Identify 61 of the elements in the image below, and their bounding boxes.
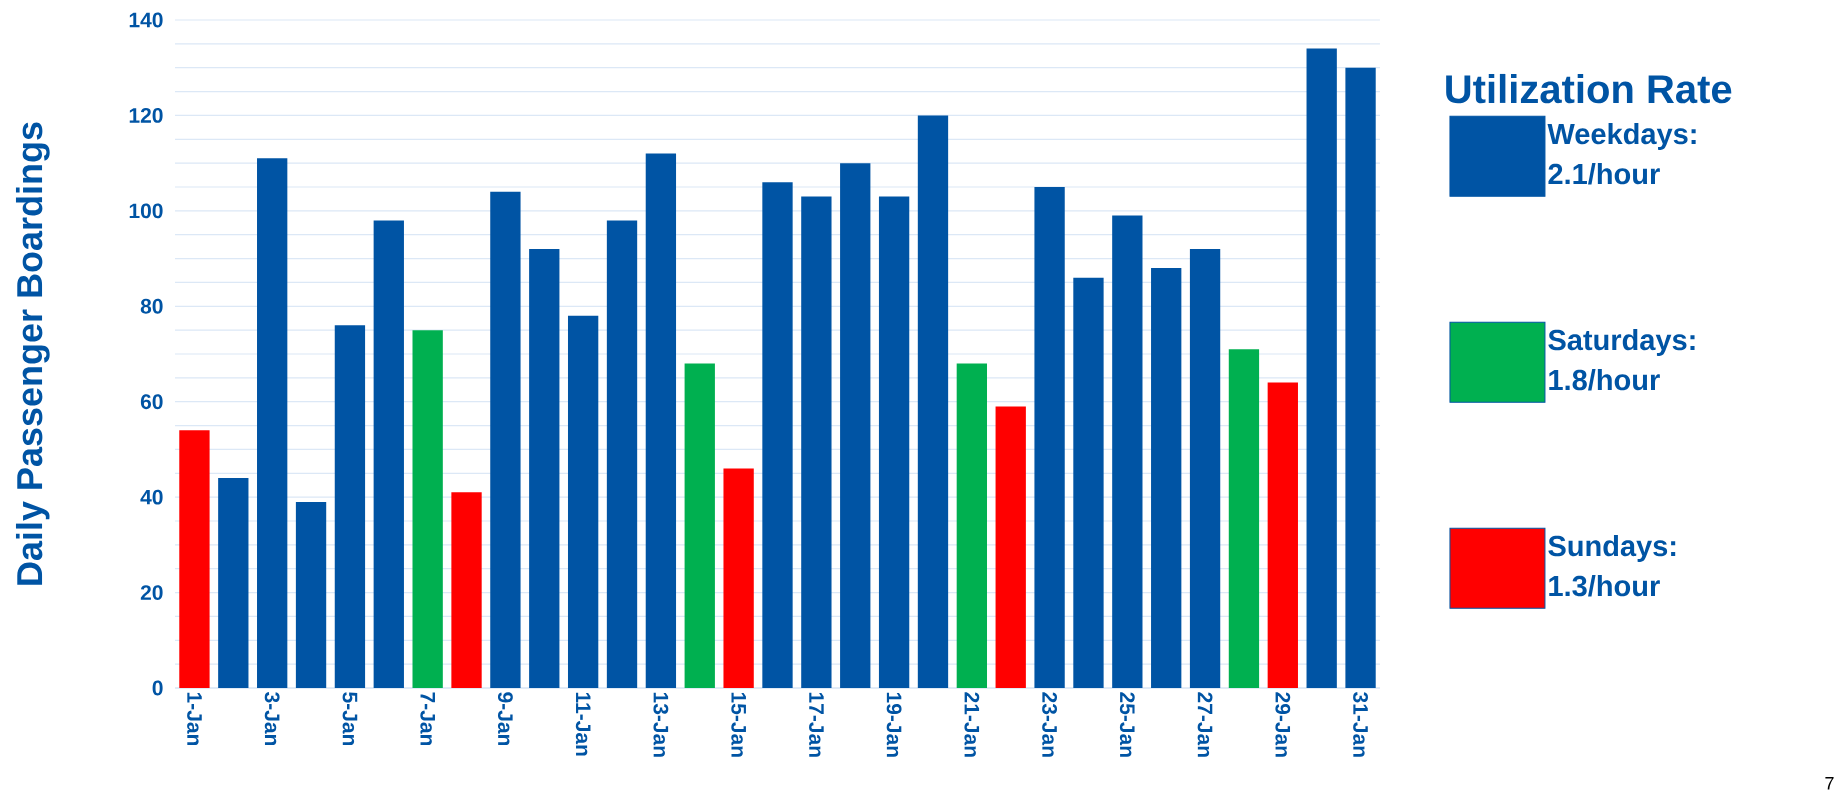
bar [567,315,599,688]
y-tick-label: 0 [152,680,163,696]
bar [1228,349,1260,688]
x-tick-label: 19-Jan [886,692,902,757]
legend-title: Utilization Rate [1446,73,1732,104]
text: Sundays: 1.3/hour [1548,534,1676,597]
bar [373,220,404,688]
x-tick-label: 31-Jan [1353,692,1369,757]
x-tick-label: 23-Jan [1042,692,1058,757]
bar [1112,215,1143,688]
bar [995,406,1026,688]
bar [529,249,560,688]
y-tick-label: 60 [140,394,163,410]
bar [490,191,521,688]
y-tick-label: 80 [140,298,163,314]
y-axis-title: Daily Passenger Boardings [15,122,50,585]
bar [956,363,988,688]
bar [218,478,249,688]
bar [801,196,832,688]
bar [257,158,288,688]
x-tick-label: 15-Jan [731,692,746,757]
x-tick-label: 3-Jan [264,692,280,746]
text: 7 [1825,777,1834,790]
x-tick-label: 1-Jan [187,692,202,746]
bar [840,163,871,688]
bar [684,363,715,688]
y-tick-label: 40 [140,489,163,505]
bar [1151,268,1182,688]
bar [878,196,910,688]
bar [1189,249,1221,688]
text: Weekdays: 2.1/hour [1547,122,1696,185]
bar [1345,67,1376,688]
x-tick-label: 17-Jan [809,692,824,757]
y-tick-label: 120 [129,107,163,123]
bar [606,220,638,688]
bar [451,492,482,688]
bar [1073,277,1104,688]
x-tick-label: 27-Jan [1197,692,1213,757]
bar [645,153,677,688]
x-tick-label: 29-Jan [1275,692,1291,757]
x-tick-label: 25-Jan [1119,692,1135,757]
bar [1267,382,1298,688]
bar [762,182,793,688]
bar [917,115,949,688]
bar [1306,48,1337,688]
x-tick-label: 13-Jan [653,692,669,757]
text: Saturdays: 1.8/hour [1548,328,1695,391]
x-tick-label: 11-Jan [575,692,591,756]
x-tick-label: 9-Jan [497,692,513,746]
x-tick-label: 7-Jan [420,692,435,746]
bar [723,468,754,688]
bar [295,501,327,688]
bar [412,330,443,688]
bar [1034,187,1065,688]
y-tick-label: 140 [129,12,163,28]
x-tick-label: 5-Jan [342,692,358,746]
bar [334,325,366,688]
y-tick-label: 100 [129,203,163,219]
bar [179,430,210,688]
y-tick-label: 20 [140,585,163,600]
x-tick-label: 21-Jan [964,692,980,757]
